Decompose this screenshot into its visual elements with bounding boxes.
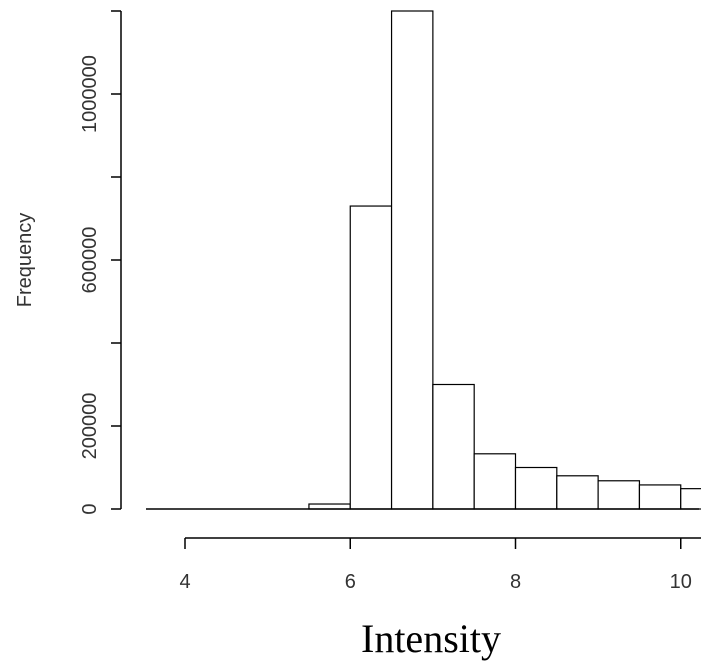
histogram-bars xyxy=(308,10,701,510)
y-tick-label: 200000 xyxy=(79,393,101,460)
y-tick-label: 1000000 xyxy=(79,55,101,133)
histogram-bar xyxy=(680,488,701,510)
x-axis: 46810121416 xyxy=(179,537,701,593)
x-tick-label: 6 xyxy=(345,571,356,593)
y-axis: 0 200000 600000 1000000 xyxy=(79,10,122,515)
histogram-bar xyxy=(432,383,475,510)
histogram-bar xyxy=(349,205,393,510)
x-tick-label: 4 xyxy=(179,571,190,593)
histogram-bar xyxy=(390,10,434,510)
histogram-bar xyxy=(514,466,558,510)
histogram-bar xyxy=(556,475,599,510)
histogram-bar xyxy=(638,484,682,510)
histogram-bar xyxy=(473,453,517,510)
y-tick-label: 0 xyxy=(79,503,101,514)
x-axis-label: Intensity xyxy=(361,616,501,661)
x-tick-label: 8 xyxy=(510,571,521,593)
x-tick-label: 10 xyxy=(670,571,692,593)
y-axis-label: Frequency xyxy=(14,213,36,308)
histogram-bar xyxy=(597,480,641,510)
y-tick-label: 600000 xyxy=(79,227,101,294)
